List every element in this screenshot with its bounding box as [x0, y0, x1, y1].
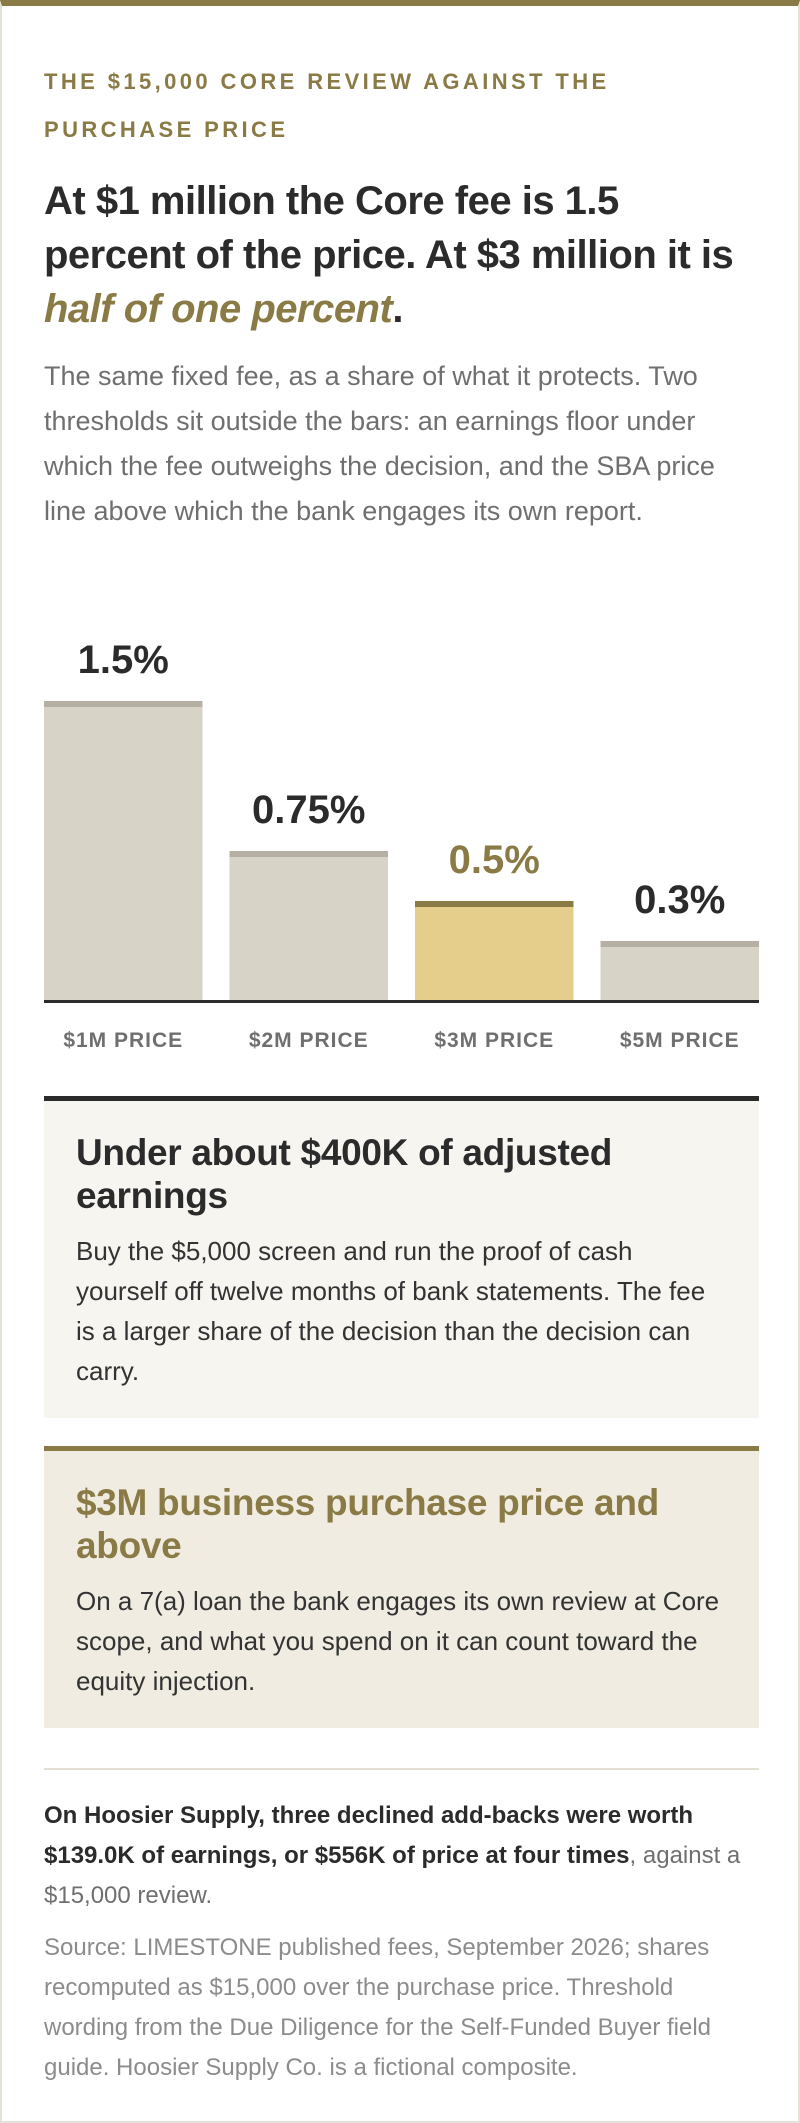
- callout-earnings-floor-title: Under about $400K of adjusted earnings: [76, 1132, 613, 1216]
- data-label-2m-price: 0.75%: [252, 788, 365, 832]
- divider: [44, 1768, 759, 1770]
- data-label-3m-price: 0.5%: [449, 838, 540, 882]
- bar-cap-5m-price: [600, 941, 759, 947]
- headline-accent: half of one percent: [44, 287, 393, 331]
- note-emphasis: On Hoosier Supply, three declined add-ba…: [44, 1802, 694, 1869]
- callout-sba-threshold-body: On a 7(a) loan the bank engages its own …: [76, 1586, 720, 1696]
- tick-label-2m-price: $2M PRICE: [249, 1029, 369, 1052]
- source-note: Source: LIMESTONE published fees, Septem…: [44, 1934, 712, 2081]
- tick-label-1m-price: $1M PRICE: [63, 1029, 183, 1052]
- callout-earnings-floor: Under about $400K of adjusted earnings B…: [44, 1096, 759, 1418]
- dek: The same fixed fee, as a share of what i…: [44, 361, 715, 526]
- bar-cap-3m-price: [415, 901, 574, 907]
- bar-cap-1m-price: [44, 701, 203, 707]
- tick-label-3m-price: $3M PRICE: [434, 1029, 554, 1052]
- headline-end: .: [392, 287, 403, 331]
- callout-earnings-floor-body: Buy the $5,000 screen and run the proof …: [76, 1236, 706, 1386]
- bar-3m-price: [415, 901, 574, 1001]
- x-axis-baseline: [44, 1000, 759, 1003]
- callout-sba-threshold-title: $3M business purchase price and above: [76, 1482, 659, 1566]
- bar-1m-price: [44, 701, 203, 1001]
- fee-share-bar-chart: 1.5% $1M PRICE 0.75% $2M PRICE 0.5% $3M PRICE…: [44, 638, 759, 1052]
- eyebrow: THE $15,000 CORE REVIEW AGAINST THE PURC…: [44, 69, 610, 142]
- data-label-1m-price: 1.5%: [78, 638, 169, 682]
- tick-label-5m-price: $5M PRICE: [620, 1029, 740, 1052]
- headline: At $1 million the Core fee is 1.5 percen…: [44, 174, 759, 336]
- headline-text: At $1 million the Core fee is 1.5 percen…: [44, 179, 734, 277]
- note: On Hoosier Supply, three declined add-ba…: [44, 1796, 759, 1916]
- data-label-5m-price: 0.3%: [634, 878, 725, 922]
- bar-5m-price: [600, 941, 759, 1001]
- callout-sba-threshold: $3M business purchase price and above On…: [44, 1446, 759, 1728]
- bar-2m-price: [229, 851, 388, 1001]
- note-rest: , against a $15,000 review.: [44, 1842, 741, 1909]
- bar-cap-2m-price: [229, 851, 388, 857]
